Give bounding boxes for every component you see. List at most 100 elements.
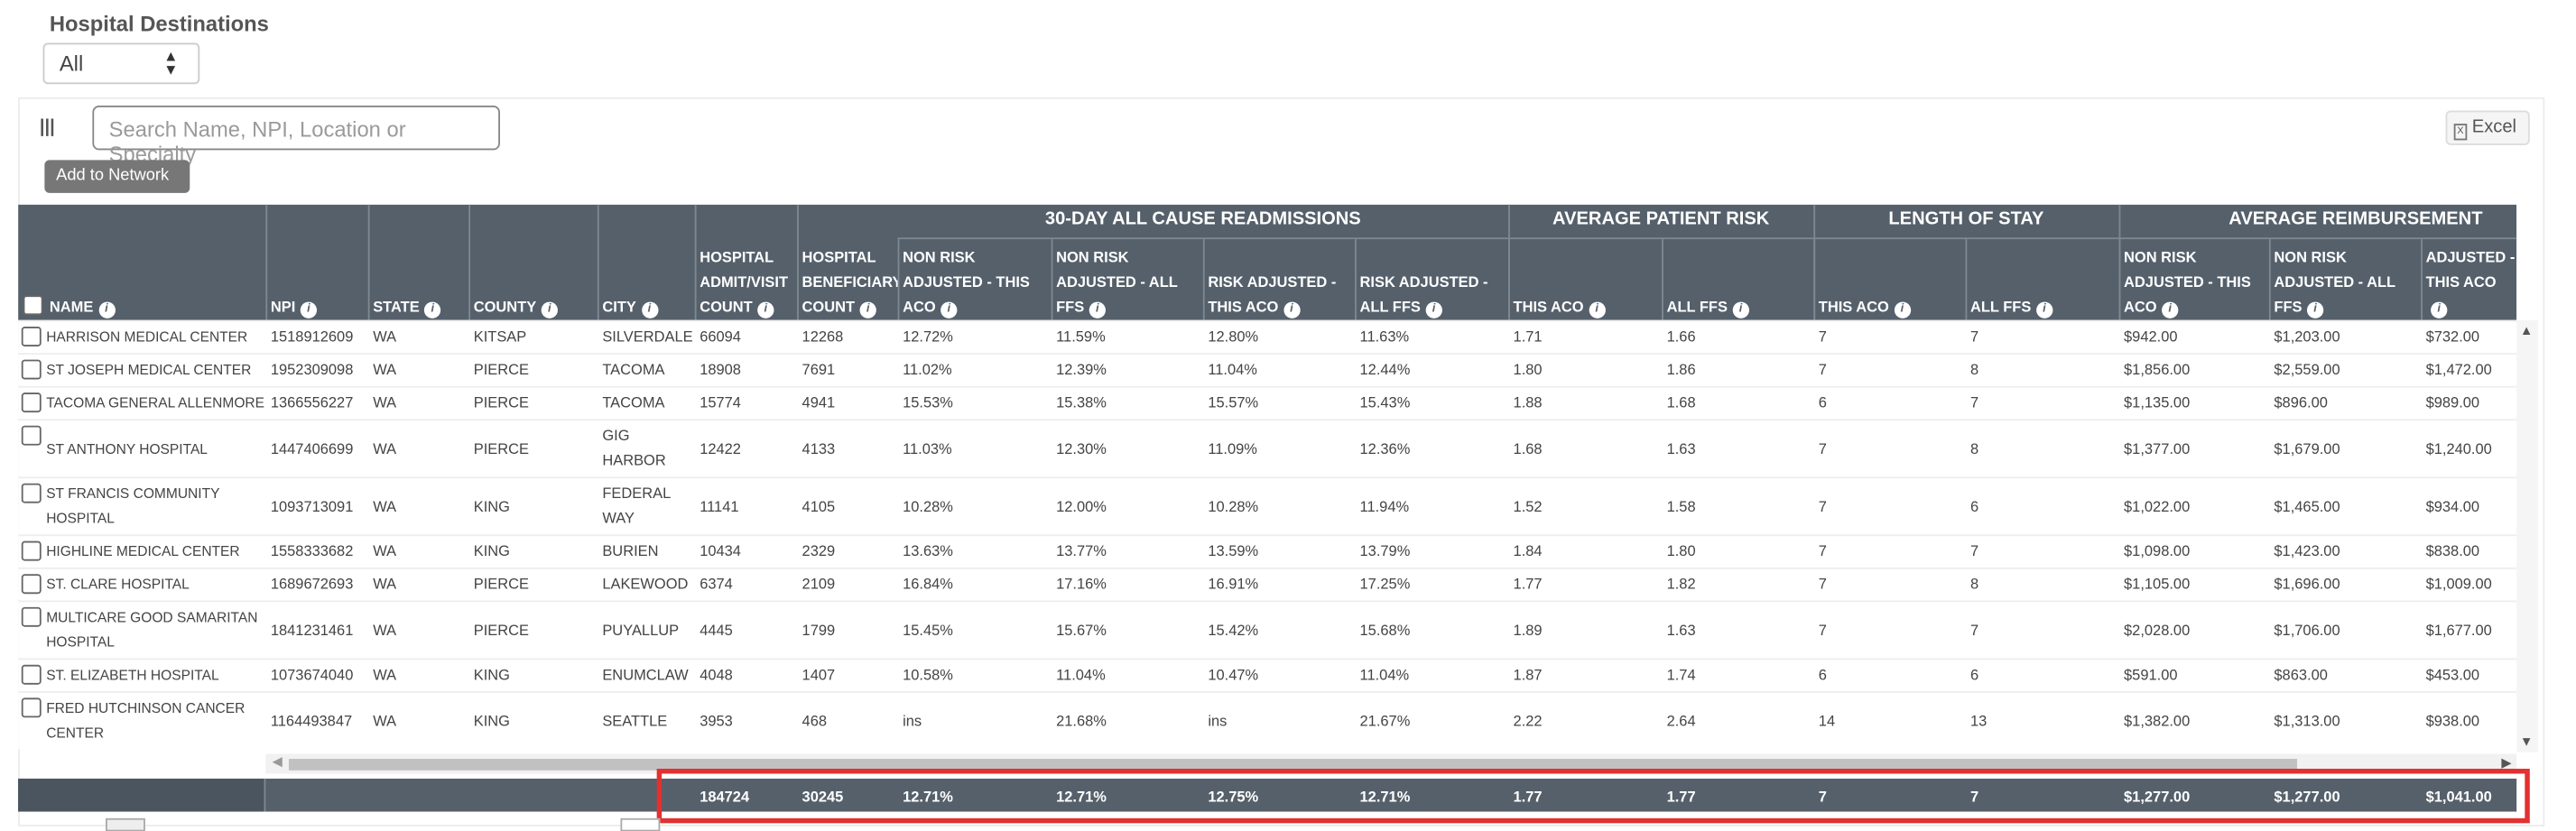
column-header-11[interactable]: RISK ADJUSTED - ALL FFS i xyxy=(1355,239,1508,320)
scroll-left-icon[interactable]: ◀ xyxy=(272,753,283,769)
column-header-14[interactable]: THIS ACO i xyxy=(1813,239,1965,320)
hospital-destinations-select[interactable]: All ▲ ▼ xyxy=(42,42,200,85)
table-row[interactable]: HARRISON MEDICAL CENTER 1518912609 WA KITSA… xyxy=(18,319,2517,354)
cell-value: 15.45% xyxy=(903,621,953,638)
info-icon[interactable]: i xyxy=(97,301,116,319)
row-checkbox[interactable] xyxy=(21,425,42,446)
info-icon[interactable]: i xyxy=(1732,301,1749,319)
row-checkbox[interactable] xyxy=(21,606,42,627)
info-icon[interactable]: i xyxy=(1425,301,1442,319)
row-checkbox[interactable] xyxy=(21,697,42,718)
cell-value: 1.63 xyxy=(1666,439,1696,457)
column-header-16[interactable]: NON RISK ADJUSTED - THIS ACO i xyxy=(2119,239,2269,320)
table-cell: 7 xyxy=(1966,322,2119,354)
table-row[interactable]: MULTICARE GOOD SAMARITAN HOSPITAL 1841231… xyxy=(18,600,2517,659)
column-header-label: NON RISK ADJUSTED - ALL FFS xyxy=(1056,249,1178,316)
table-cell: KING xyxy=(468,660,598,691)
column-header-17[interactable]: NON RISK ADJUSTED - ALL FFS i xyxy=(2269,239,2421,320)
table-cell: 11.94% xyxy=(1355,478,1508,534)
info-icon[interactable]: i xyxy=(541,301,558,319)
scroll-down-icon[interactable]: ▼ xyxy=(2519,734,2534,750)
table-cell: 1518912609 xyxy=(265,322,367,354)
info-icon[interactable]: i xyxy=(1894,301,1911,319)
info-icon[interactable]: i xyxy=(2431,301,2448,319)
table-row[interactable]: FRED HUTCHINSON CANCER CENTER 1164493847 W… xyxy=(18,691,2517,750)
column-header-1[interactable]: NAME i xyxy=(18,205,265,320)
scroll-right-icon[interactable]: ▶ xyxy=(2501,755,2512,771)
columns-icon[interactable]: ||| xyxy=(39,116,55,137)
scroll-thumb[interactable] xyxy=(288,759,2297,771)
excel-export-button[interactable]: X Excel xyxy=(2445,110,2530,145)
add-to-network-button[interactable]: Add to Network xyxy=(44,160,190,193)
table-cell: TACOMA xyxy=(598,355,695,386)
cell-value: 10434 xyxy=(700,542,741,559)
row-checkbox[interactable] xyxy=(21,483,42,503)
row-checkbox[interactable] xyxy=(21,392,42,413)
cell-value: WA xyxy=(373,361,397,378)
column-header-13[interactable]: ALL FFS i xyxy=(1662,239,1813,320)
info-icon[interactable]: i xyxy=(2306,301,2324,319)
column-header-15[interactable]: ALL FFS i xyxy=(1966,239,2119,320)
info-icon[interactable]: i xyxy=(2035,301,2053,319)
info-icon[interactable]: i xyxy=(859,301,876,319)
table-row[interactable]: ST FRANCIS COMMUNITY HOSPITAL 1093713091 W… xyxy=(18,476,2517,535)
info-icon[interactable]: i xyxy=(424,301,441,319)
info-icon[interactable]: i xyxy=(2162,301,2179,319)
cell-value: 7 xyxy=(1969,542,1979,559)
cell-value: 4105 xyxy=(802,497,836,514)
info-icon[interactable]: i xyxy=(941,301,958,319)
table-row[interactable]: ST ANTHONY HOSPITAL 1447406699 WA PIERCE GIG… xyxy=(18,419,2517,477)
table-cell: 1.82 xyxy=(1662,569,1813,601)
column-header-9[interactable]: NON RISK ADJUSTED - ALL FFS i xyxy=(1052,239,1203,320)
table-cell: 7 xyxy=(1966,388,2119,420)
cell-value: WA xyxy=(373,621,397,638)
column-header-2[interactable]: NPI i xyxy=(265,205,367,320)
column-header-label: NON RISK ADJUSTED - ALL FFS xyxy=(2274,249,2395,316)
table-cell: WA xyxy=(368,322,469,354)
pagination-control[interactable] xyxy=(620,817,661,831)
info-icon[interactable]: i xyxy=(641,301,658,319)
table-row[interactable]: HIGHLINE MEDICAL CENTER 1558333682 WA KING B… xyxy=(18,534,2517,568)
search-input[interactable]: Search Name, NPI, Location or Specialty xyxy=(92,106,500,167)
info-icon[interactable]: i xyxy=(1089,301,1106,319)
vertical-scrollbar[interactable]: ▲ ▼ xyxy=(2516,319,2538,753)
table-row[interactable]: ST. CLARE HOSPITAL 1689672693 WA PIERCE LAKE… xyxy=(18,567,2517,601)
table-cell: $1,240.00 xyxy=(2421,420,2516,476)
row-checkbox[interactable] xyxy=(21,359,42,380)
table-cell: BURIEN xyxy=(598,536,695,568)
cell-value: 15.42% xyxy=(1208,621,1259,638)
column-divider xyxy=(1965,239,1968,320)
column-header-4[interactable]: COUNTY i xyxy=(468,205,598,320)
page-size-control[interactable] xyxy=(106,817,145,831)
column-header-7[interactable]: HOSPITAL BENEFICIARY COUNT i xyxy=(797,205,898,320)
cell-value: 2329 xyxy=(802,542,836,559)
info-icon[interactable]: i xyxy=(300,301,318,319)
table-cell: $863.00 xyxy=(2269,660,2421,691)
info-icon[interactable]: i xyxy=(1283,301,1301,319)
row-checkbox[interactable] xyxy=(21,574,42,595)
row-checkbox[interactable] xyxy=(21,540,42,561)
column-header-12[interactable]: THIS ACO i xyxy=(1508,239,1662,320)
column-header-6[interactable]: HOSPITAL ADMIT/VISIT COUNT i xyxy=(695,205,797,320)
table-cell: 2109 xyxy=(797,569,898,601)
table-cell: 1.89 xyxy=(1508,602,1662,658)
table-cell: 13.79% xyxy=(1355,536,1508,568)
select-all-checkbox[interactable] xyxy=(23,295,43,316)
row-checkbox[interactable] xyxy=(21,664,42,685)
column-header-3[interactable]: STATE i xyxy=(368,205,469,320)
scroll-up-icon[interactable]: ▲ xyxy=(2519,323,2534,338)
row-checkbox[interactable] xyxy=(21,327,42,346)
table-cell: 11141 xyxy=(695,478,797,534)
column-header-18[interactable]: RISK ADJUSTED - THIS ACO i xyxy=(2421,239,2516,320)
info-icon[interactable]: i xyxy=(757,301,774,319)
info-icon[interactable]: i xyxy=(1589,301,1606,319)
table-row[interactable]: TACOMA GENERAL ALLENMORE 1366556227 WA PIER… xyxy=(18,385,2517,420)
cell-value: SEATTLE xyxy=(602,711,668,729)
table-row[interactable]: ST. ELIZABETH HOSPITAL 1073674040 WA KING EN… xyxy=(18,658,2517,692)
table-cell: 1093713091 xyxy=(265,478,367,534)
column-header-8[interactable]: NON RISK ADJUSTED - THIS ACO i xyxy=(898,239,1052,320)
column-header-10[interactable]: RISK ADJUSTED - THIS ACO i xyxy=(1203,239,1355,320)
column-header-5[interactable]: CITY i xyxy=(598,205,695,320)
table-row[interactable]: ST JOSEPH MEDICAL CENTER 1952309098 WA PIER… xyxy=(18,353,2517,386)
table-cell: WA xyxy=(368,693,469,749)
